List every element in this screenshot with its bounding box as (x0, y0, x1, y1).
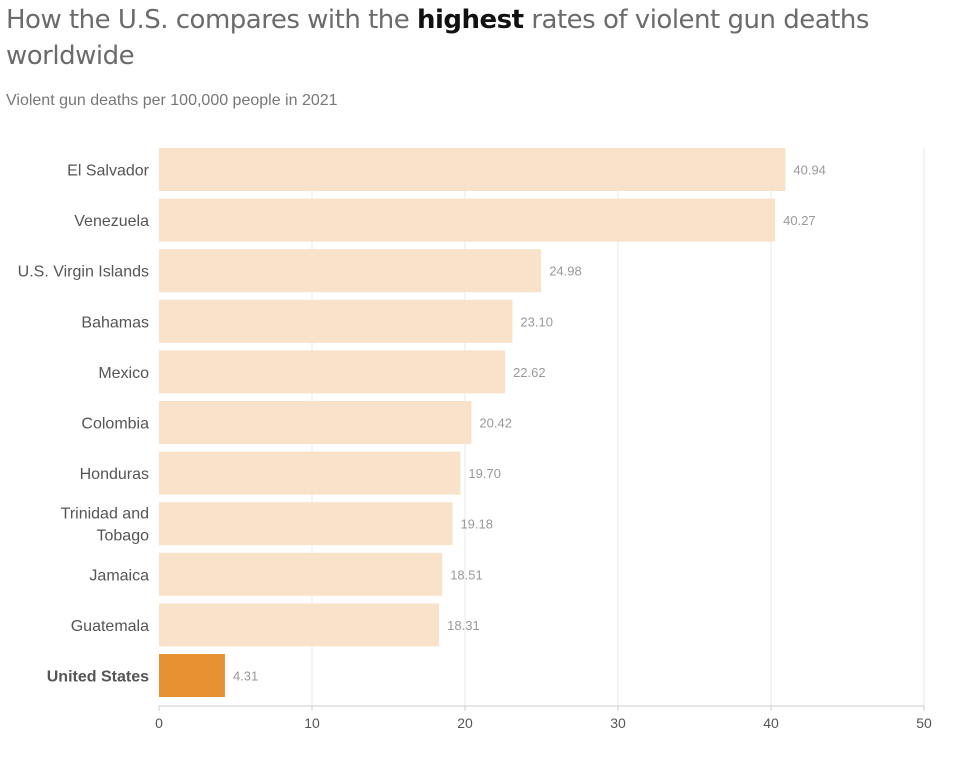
category-label: Colombia (81, 416, 149, 433)
category-label: U.S. Virgin Islands (18, 264, 149, 281)
category-label: Trinidad and (61, 506, 149, 523)
category-label: El Salvador (67, 163, 149, 180)
x-tick-label: 30 (610, 715, 626, 731)
bar (159, 299, 513, 343)
bar (159, 654, 225, 697)
x-tick-label: 50 (916, 715, 932, 731)
value-label: 19.70 (468, 466, 501, 481)
value-label: 22.62 (513, 365, 546, 380)
value-label: 19.18 (460, 517, 493, 532)
value-label: 18.31 (447, 618, 480, 633)
value-label: 4.31 (233, 669, 258, 684)
bar (159, 552, 443, 596)
value-labels: 40.94 40.27 24.98 23.10 22.62 20.42 19.70 19.18… (233, 163, 826, 684)
value-label: 24.98 (549, 264, 582, 279)
x-axis: 0 10 20 30 40 50 (155, 705, 932, 731)
category-label: United States (47, 669, 149, 686)
bar (159, 502, 453, 546)
title-prefix: How the U.S. compares with the (6, 5, 417, 35)
bar (159, 401, 472, 444)
chart-subtitle: Violent gun deaths per 100,000 people in… (6, 92, 338, 109)
value-label: 23.10 (520, 314, 553, 329)
bar (159, 249, 542, 293)
category-label: Tobago (97, 528, 150, 545)
chart-title: How the U.S. compares with the highest r… (6, 2, 906, 74)
category-label: Mexico (98, 365, 149, 382)
value-label: 40.94 (793, 163, 826, 178)
bar (159, 148, 786, 191)
value-label: 40.27 (783, 213, 816, 228)
x-tick-label: 10 (304, 715, 320, 731)
title-suffix: rates of violent gun deaths worldwide (6, 5, 869, 71)
bar (159, 350, 506, 394)
title-emphasis: highest (417, 5, 524, 35)
x-tick-label: 20 (457, 715, 473, 731)
value-label: 18.51 (450, 567, 483, 582)
bar (159, 603, 440, 647)
bar (159, 451, 461, 495)
category-label: Venezuela (74, 213, 149, 230)
x-tick-label: 0 (155, 715, 163, 731)
category-label: Guatemala (71, 618, 149, 635)
category-label: Honduras (80, 466, 149, 483)
category-labels: El Salvador Venezuela U.S. Virgin Islands B… (18, 163, 150, 686)
value-label: 20.42 (479, 416, 512, 431)
category-label: Jamaica (89, 567, 149, 584)
bar (159, 198, 776, 242)
category-label: Bahamas (81, 314, 149, 331)
x-tick-label: 40 (763, 715, 779, 731)
bars (159, 148, 786, 697)
